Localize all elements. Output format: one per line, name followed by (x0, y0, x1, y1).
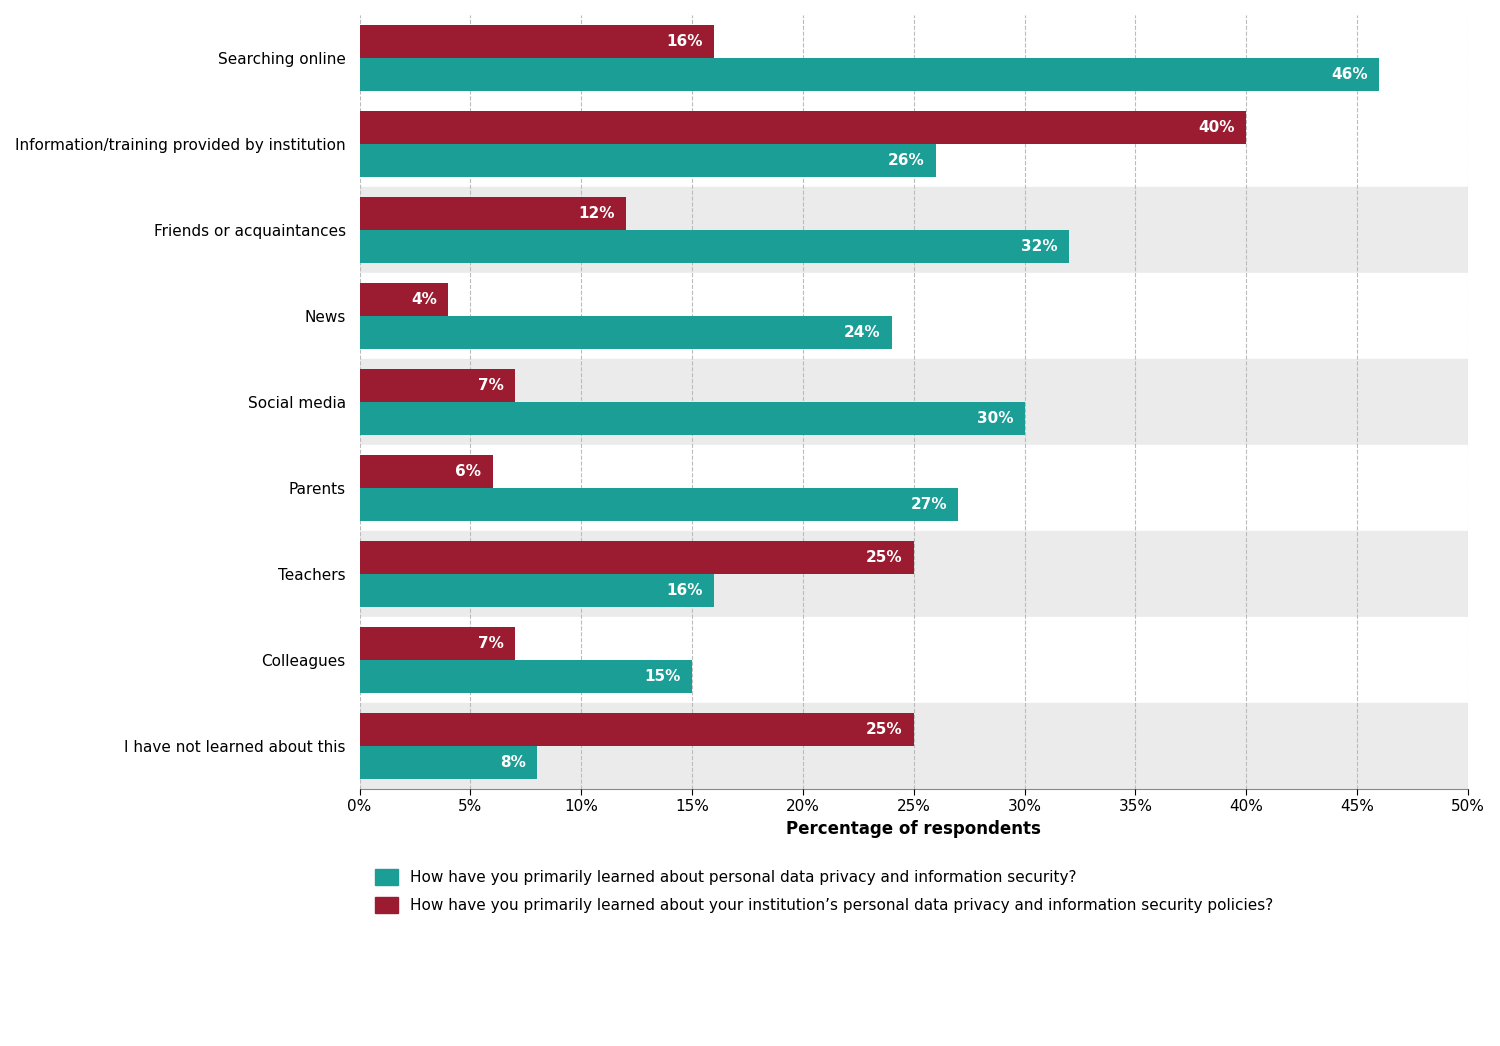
Bar (360, 488, 958, 521)
Bar (360, 628, 514, 660)
Bar (360, 187, 1468, 273)
Bar (360, 101, 1468, 187)
Text: 46%: 46% (1332, 67, 1368, 82)
Text: 15%: 15% (645, 668, 681, 684)
Bar (360, 660, 692, 692)
Bar (360, 316, 891, 348)
Bar (360, 445, 1468, 531)
Text: 25%: 25% (865, 722, 903, 737)
Bar (360, 617, 1468, 703)
Text: 25%: 25% (865, 550, 903, 565)
Text: 7%: 7% (478, 636, 504, 652)
Bar (360, 402, 1024, 435)
Text: 30%: 30% (976, 411, 1014, 426)
Bar (360, 144, 936, 177)
Bar (360, 15, 1468, 101)
Text: 4%: 4% (411, 292, 436, 308)
Text: 32%: 32% (1022, 238, 1058, 254)
X-axis label: Percentage of respondents: Percentage of respondents (786, 820, 1041, 838)
Text: 16%: 16% (666, 35, 704, 49)
Text: 24%: 24% (844, 325, 880, 340)
Legend: How have you primarily learned about personal data privacy and information secur: How have you primarily learned about per… (368, 861, 1281, 920)
Text: 6%: 6% (456, 464, 482, 479)
Bar (360, 531, 1468, 617)
Text: 40%: 40% (1198, 120, 1236, 135)
Text: 16%: 16% (666, 583, 704, 598)
Bar (360, 359, 1468, 445)
Text: 7%: 7% (478, 379, 504, 393)
Bar (360, 574, 714, 607)
Text: 27%: 27% (910, 497, 946, 511)
Text: 26%: 26% (888, 153, 926, 167)
Bar (360, 58, 1380, 91)
Bar (360, 230, 1070, 263)
Bar (360, 111, 1246, 144)
Bar (360, 703, 1468, 789)
Bar (360, 746, 537, 778)
Bar (360, 273, 1468, 359)
Bar (360, 369, 514, 402)
Bar (360, 198, 626, 230)
Text: 12%: 12% (578, 206, 615, 221)
Bar (360, 455, 492, 488)
Bar (360, 25, 714, 58)
Bar (360, 283, 448, 316)
Bar (360, 542, 914, 574)
Text: 8%: 8% (500, 755, 526, 770)
Bar (360, 713, 914, 746)
